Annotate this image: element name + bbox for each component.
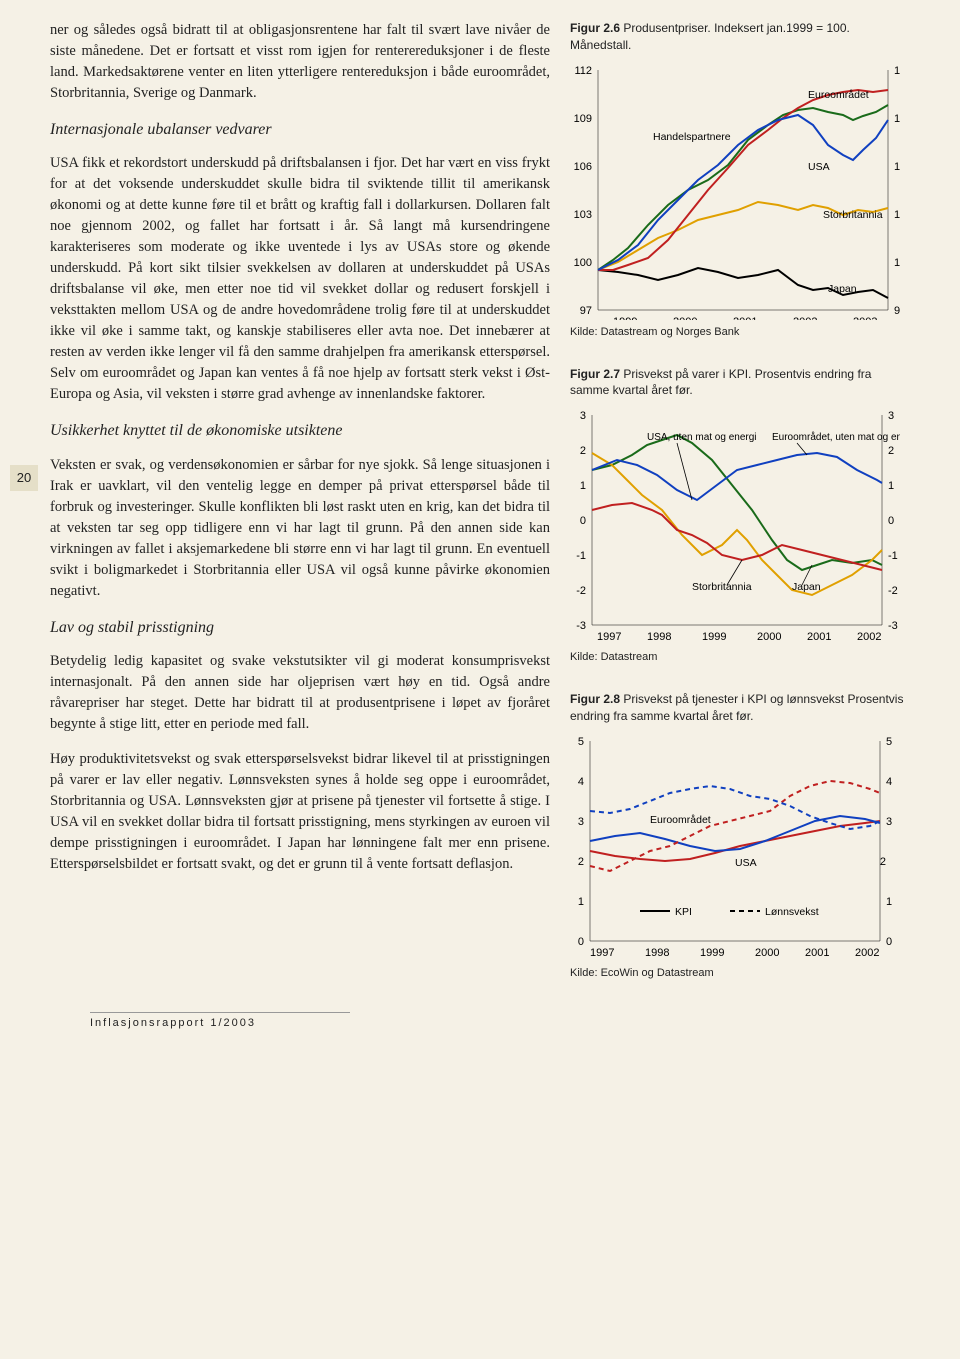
svg-text:USA, uten mat og energi: USA, uten mat og energi (647, 432, 757, 443)
chart-source: Kilde: Datastream (570, 651, 910, 663)
chart-title: Figur 2.7 Prisvekst på varer i KPI. Pros… (570, 366, 910, 400)
svg-text:103: 103 (574, 209, 592, 221)
svg-text:106: 106 (894, 161, 900, 173)
svg-text:2001: 2001 (733, 316, 757, 320)
page-number: 20 (10, 465, 38, 491)
svg-text:0: 0 (886, 936, 892, 948)
svg-text:-2: -2 (888, 585, 898, 597)
svg-text:109: 109 (894, 113, 900, 125)
heading-usikkerhet: Usikkerhet knyttet til de økonomiske uts… (50, 419, 550, 442)
svg-text:97: 97 (580, 305, 592, 317)
svg-text:106: 106 (574, 161, 592, 173)
svg-text:100: 100 (574, 257, 592, 269)
paragraph: Veksten er svak, og verdensøkonomien er … (50, 455, 550, 602)
svg-text:2001: 2001 (805, 947, 829, 959)
svg-text:USA: USA (735, 857, 757, 869)
paragraph: USA fikk et rekordstort underskudd på dr… (50, 153, 550, 405)
charts-column: Figur 2.6 Produsentpriser. Indeksert jan… (570, 20, 910, 1007)
svg-text:2003: 2003 (853, 316, 877, 320)
svg-text:-3: -3 (888, 620, 898, 632)
svg-text:3: 3 (578, 816, 584, 828)
figure-2-7: Figur 2.7 Prisvekst på varer i KPI. Pros… (570, 366, 910, 664)
svg-text:4: 4 (886, 776, 892, 788)
svg-text:112: 112 (574, 65, 592, 77)
svg-text:Storbritannia: Storbritannia (692, 581, 752, 593)
svg-text:-1: -1 (888, 550, 898, 562)
svg-text:1997: 1997 (597, 631, 621, 643)
chart-title: Figur 2.6 Produsentpriser. Indeksert jan… (570, 20, 910, 54)
svg-text:USA: USA (808, 161, 830, 173)
main-text-column: ner og således også bidratt til at oblig… (50, 20, 570, 1007)
svg-text:0: 0 (580, 515, 586, 527)
svg-text:5: 5 (578, 736, 584, 748)
paragraph: ner og således også bidratt til at oblig… (50, 20, 550, 104)
svg-text:97: 97 (894, 305, 900, 317)
svg-text:2001: 2001 (807, 631, 831, 643)
chart-2-7-svg: 3 2 1 0 -1 -2 -3 3 2 1 0 -1 -2 -3 (570, 405, 900, 645)
svg-text:2: 2 (888, 445, 894, 457)
svg-text:Storbritannia: Storbritannia (823, 209, 883, 221)
svg-text:1997: 1997 (590, 947, 614, 959)
svg-text:0: 0 (888, 515, 894, 527)
svg-text:2000: 2000 (755, 947, 779, 959)
heading-internasjonale: Internasjonale ubalanser vedvarer (50, 118, 550, 141)
paragraph: Betydelig ledig kapasitet og svake vekst… (50, 651, 550, 735)
svg-text:1: 1 (578, 896, 584, 908)
svg-text:-1: -1 (576, 550, 586, 562)
svg-text:2002: 2002 (855, 947, 879, 959)
chart-source: Kilde: EcoWin og Datastream (570, 967, 910, 979)
svg-text:4: 4 (578, 776, 584, 788)
svg-text:0: 0 (578, 936, 584, 948)
figure-2-6: Figur 2.6 Produsentpriser. Indeksert jan… (570, 20, 910, 338)
svg-text:Handelspartnere: Handelspartnere (653, 131, 731, 143)
svg-text:-2: -2 (576, 585, 586, 597)
svg-text:2002: 2002 (793, 316, 817, 320)
svg-text:2000: 2000 (673, 316, 697, 320)
svg-text:112: 112 (894, 65, 900, 77)
figure-2-8: Figur 2.8 Prisvekst på tjenester i KPI o… (570, 691, 910, 979)
heading-lav-stabil: Lav og stabil prisstigning (50, 616, 550, 639)
svg-text:2002: 2002 (857, 631, 881, 643)
svg-text:5: 5 (886, 736, 892, 748)
svg-text:Japan: Japan (828, 283, 857, 295)
svg-text:103: 103 (894, 209, 900, 221)
svg-text:-3: -3 (576, 620, 586, 632)
svg-text:Lønnsvekst: Lønnsvekst (765, 906, 819, 918)
chart-2-6-svg: 112 109 106 103 100 97 112 109 106 103 1… (570, 60, 900, 320)
svg-text:1998: 1998 (647, 631, 671, 643)
svg-text:1999: 1999 (700, 947, 724, 959)
svg-text:2000: 2000 (757, 631, 781, 643)
svg-text:1999: 1999 (702, 631, 726, 643)
svg-text:KPI: KPI (675, 906, 692, 918)
svg-text:1: 1 (580, 480, 586, 492)
svg-text:1: 1 (888, 480, 894, 492)
svg-text:109: 109 (574, 113, 592, 125)
svg-text:2: 2 (580, 445, 586, 457)
svg-text:Euroområdet, uten mat og energ: Euroområdet, uten mat og energi (772, 431, 900, 443)
svg-text:3: 3 (580, 410, 586, 422)
svg-text:1998: 1998 (645, 947, 669, 959)
svg-text:Euroområdet: Euroområdet (808, 89, 869, 101)
svg-text:Euroområdet: Euroområdet (650, 814, 711, 826)
svg-text:100: 100 (894, 257, 900, 269)
chart-source: Kilde: Datastream og Norges Bank (570, 326, 910, 338)
svg-text:1999: 1999 (613, 316, 637, 320)
chart-title: Figur 2.8 Prisvekst på tjenester i KPI o… (570, 691, 910, 725)
svg-text:2: 2 (880, 856, 886, 868)
paragraph: Høy produktivitetsvekst og svak etterspø… (50, 749, 550, 875)
chart-2-8-svg: 5 4 3 2 1 0 5 4 3 2 1 0 (570, 731, 900, 961)
svg-text:Japan: Japan (792, 581, 821, 593)
svg-text:3: 3 (886, 816, 892, 828)
footer: Inflasjonsrapport 1/2003 (90, 1012, 350, 1029)
svg-text:1: 1 (886, 896, 892, 908)
svg-text:3: 3 (888, 410, 894, 422)
svg-text:2: 2 (578, 856, 584, 868)
